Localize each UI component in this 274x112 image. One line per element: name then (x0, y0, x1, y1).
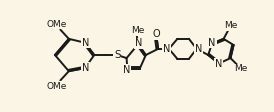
Text: OMe: OMe (46, 20, 67, 29)
Text: Me: Me (131, 26, 144, 35)
Text: O: O (152, 29, 160, 39)
Text: Me: Me (225, 21, 238, 30)
Text: N: N (82, 38, 89, 48)
Text: N: N (208, 38, 216, 48)
Text: N: N (215, 59, 223, 69)
Text: OMe: OMe (46, 82, 67, 91)
Text: N: N (82, 63, 89, 73)
Text: N: N (135, 38, 142, 48)
Text: N: N (195, 44, 203, 54)
Text: N: N (123, 65, 130, 75)
Text: N: N (163, 44, 170, 54)
Text: S: S (114, 50, 121, 60)
Text: Me: Me (234, 64, 247, 73)
